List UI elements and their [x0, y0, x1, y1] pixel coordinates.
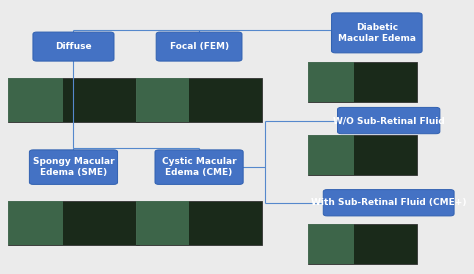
FancyBboxPatch shape [337, 107, 440, 134]
FancyBboxPatch shape [33, 32, 114, 61]
Bar [308, 224, 417, 264]
Bar [308, 62, 354, 102]
Text: Focal (FEM): Focal (FEM) [170, 42, 228, 51]
Bar [136, 201, 189, 245]
FancyBboxPatch shape [29, 150, 118, 184]
Bar [8, 78, 138, 122]
Text: Diffuse: Diffuse [55, 42, 92, 51]
Bar [308, 135, 354, 175]
Bar [308, 135, 417, 175]
Bar [8, 201, 138, 245]
Text: Spongy Macular
Edema (SME): Spongy Macular Edema (SME) [33, 157, 114, 177]
FancyBboxPatch shape [331, 13, 422, 53]
Bar [8, 201, 63, 245]
Bar [136, 78, 189, 122]
FancyBboxPatch shape [155, 150, 243, 184]
Bar [308, 224, 354, 264]
Text: With Sub-Retinal Fluid (CME+): With Sub-Retinal Fluid (CME+) [311, 198, 466, 207]
Bar [308, 62, 417, 102]
Text: Diabetic
Macular Edema: Diabetic Macular Edema [338, 23, 416, 43]
FancyBboxPatch shape [323, 190, 454, 216]
FancyBboxPatch shape [156, 32, 242, 61]
Bar [136, 78, 262, 122]
Text: Cystic Macular
Edema (CME): Cystic Macular Edema (CME) [162, 157, 237, 177]
Bar [8, 78, 63, 122]
Bar [136, 201, 262, 245]
Text: W/O Sub-Retinal Fluid: W/O Sub-Retinal Fluid [333, 116, 445, 125]
